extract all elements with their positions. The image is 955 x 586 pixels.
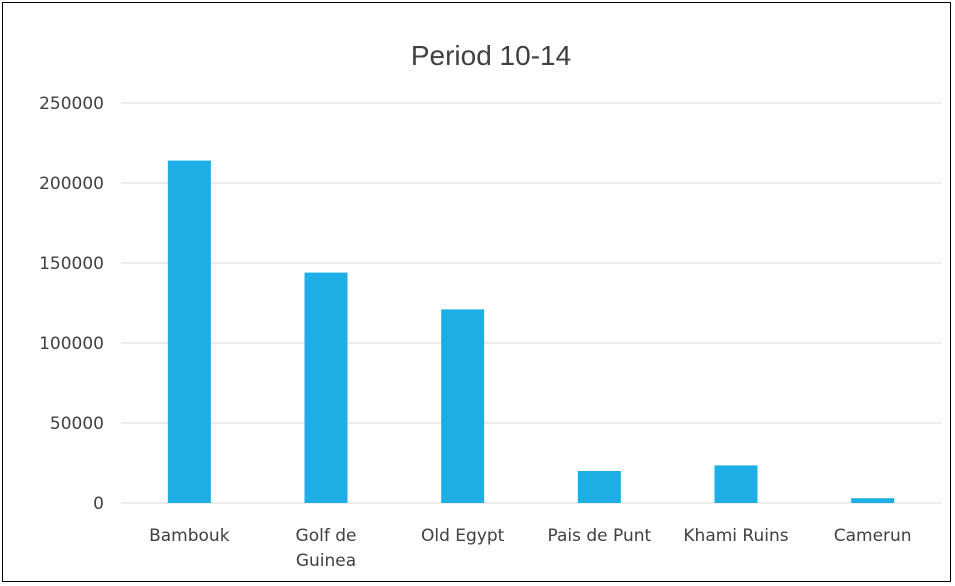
y-tick-label-100000: 100000 — [39, 334, 104, 354]
bar-pais-de-punt — [577, 471, 621, 503]
x-axis-category-labels: Bambouk Golf de Guinea Old Egypt Pais de Pun… — [149, 526, 911, 571]
x-category-label: Pais de Punt — [547, 526, 651, 546]
x-category-label: Bambouk — [149, 526, 230, 546]
y-tick-label-200000: 200000 — [39, 174, 104, 194]
x-category-label: Camerun — [834, 526, 912, 546]
y-tick-label-150000: 150000 — [39, 254, 104, 274]
bar-chart: Period 10-14 0 50000 100000 150000 200000 250… — [39, 40, 941, 571]
y-tick-label-50000: 50000 — [50, 414, 104, 434]
chart-title: Period 10-14 — [411, 40, 571, 71]
y-tick-label-0: 0 — [93, 494, 104, 514]
y-axis-tick-labels: 0 50000 100000 150000 200000 250000 — [39, 94, 104, 514]
bar-bambouk — [167, 160, 211, 503]
bar-old-egypt — [441, 309, 485, 503]
bar-khami-ruins — [714, 465, 758, 503]
x-category-label: Khami Ruins — [683, 526, 788, 546]
y-tick-label-250000: 250000 — [39, 94, 104, 114]
bar-camerun — [851, 498, 895, 503]
x-category-label: Golf de Guinea — [296, 526, 357, 571]
bars — [167, 160, 895, 503]
bar-golf-de-guinea — [304, 272, 348, 503]
x-category-label: Old Egypt — [421, 526, 505, 546]
gridlines — [121, 102, 941, 504]
